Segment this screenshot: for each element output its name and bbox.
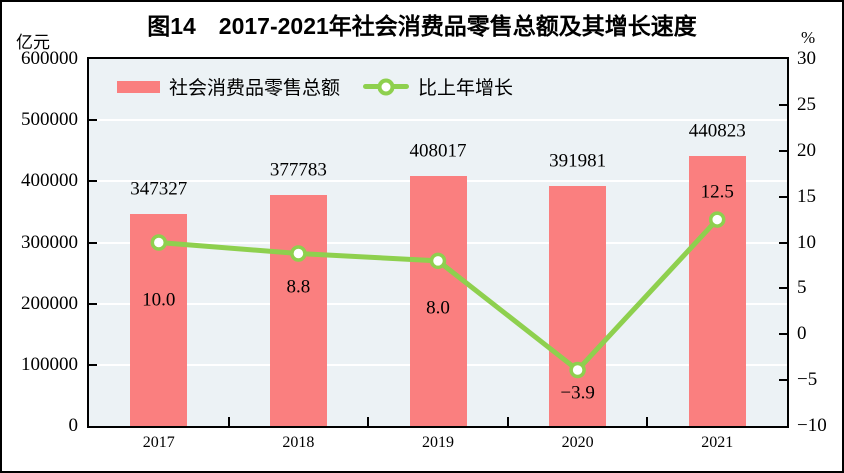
right-axis-tick xyxy=(779,379,787,382)
line-value-label: 12.5 xyxy=(700,181,734,203)
axis-tick-layer xyxy=(89,59,787,426)
line-marker-2017 xyxy=(150,234,168,251)
bar-value-label: 391981 xyxy=(549,150,607,172)
right-axis-tick xyxy=(779,333,787,336)
left-axis-tick xyxy=(89,363,97,366)
bar-series-layer xyxy=(89,59,787,426)
line-marker-2021 xyxy=(708,211,726,228)
bar-value-label: 440823 xyxy=(688,120,746,142)
left-axis-unit-label: 亿元 xyxy=(16,33,50,52)
x-axis-category-label: 2017 xyxy=(142,434,175,451)
right-axis-unit-label: % xyxy=(801,28,816,47)
x-axis-tick xyxy=(367,417,370,426)
line-series-layer xyxy=(150,211,726,379)
left-axis-tick-label: 300000 xyxy=(21,231,78,253)
left-axis-tick xyxy=(89,119,97,122)
left-axis-tick-label: 0 xyxy=(68,415,79,436)
chart-title: 图14 2017-2021年社会消费品零售总额及其增长速度 xyxy=(147,13,697,39)
bar-2018 xyxy=(269,194,327,426)
left-axis-tick xyxy=(89,302,97,305)
line-legend-label: 比上年增长 xyxy=(418,78,514,99)
plot-area: 347327 377783 408017 391981 440823 10.0 8.8 8.0… xyxy=(87,57,789,428)
line-value-label: 8.0 xyxy=(426,297,450,319)
line-marker-2020 xyxy=(569,361,586,379)
bar-legend-swatch xyxy=(117,80,160,93)
right-axis-tick-label: 30 xyxy=(797,48,816,69)
bar-value-label: 377783 xyxy=(269,159,327,181)
x-axis-category-label: 2018 xyxy=(282,434,315,451)
bar-2020 xyxy=(549,186,607,426)
right-axis-tick xyxy=(779,241,787,244)
right-axis-tick xyxy=(779,103,787,106)
line-value-label: 8.8 xyxy=(286,276,311,297)
line-marker-2018 xyxy=(290,245,307,262)
left-axis-tick-label: 100000 xyxy=(21,353,78,375)
gridline xyxy=(89,119,787,122)
right-axis-tick-label: −5 xyxy=(797,369,818,391)
left-axis-tick-label: 200000 xyxy=(21,292,78,314)
line-marker-2019 xyxy=(429,252,447,270)
right-axis-tick-label: 5 xyxy=(797,277,807,299)
bar-2019 xyxy=(409,176,467,426)
right-axis-tick xyxy=(779,195,787,198)
line-legend-marker xyxy=(363,78,410,95)
right-axis-tick-label: 10 xyxy=(797,231,816,253)
value-label-layer: 347327 377783 408017 391981 440823 10.0 8.8 8.0… xyxy=(89,59,787,426)
x-axis-category-label: 2020 xyxy=(561,434,594,451)
x-axis-tick xyxy=(506,417,509,426)
right-axis-tick-label: 15 xyxy=(797,185,816,207)
bar-2021 xyxy=(688,156,746,426)
bar-legend-label: 社会消费品零售总额 xyxy=(169,78,341,99)
right-axis-tick-label: 25 xyxy=(797,93,816,115)
left-axis-tick-label: 400000 xyxy=(21,170,78,192)
right-axis-tick-label: 0 xyxy=(797,323,807,345)
x-axis-category-label: 2021 xyxy=(701,434,734,451)
legend: 社会消费品零售总额 比上年增长 xyxy=(117,73,513,100)
x-axis-category-label: 2019 xyxy=(421,434,454,451)
left-axis-tick-label: 500000 xyxy=(21,109,78,131)
bar-value-label: 347327 xyxy=(130,178,188,200)
line-legend-circle-icon xyxy=(377,78,395,95)
right-axis-tick xyxy=(779,149,787,152)
right-axis-tick xyxy=(779,287,787,290)
line-value-label: −3.9 xyxy=(560,382,595,404)
right-axis-tick-label: 20 xyxy=(797,139,816,161)
right-axis-tick-label: −10 xyxy=(797,415,827,436)
bar-value-label: 408017 xyxy=(409,140,467,162)
left-axis-tick xyxy=(89,241,97,244)
x-axis-tick xyxy=(227,417,230,426)
line-value-label: 10.0 xyxy=(142,289,176,310)
left-axis-tick-label: 600000 xyxy=(21,48,78,69)
x-axis-tick xyxy=(646,417,649,426)
left-axis-tick xyxy=(89,180,97,183)
